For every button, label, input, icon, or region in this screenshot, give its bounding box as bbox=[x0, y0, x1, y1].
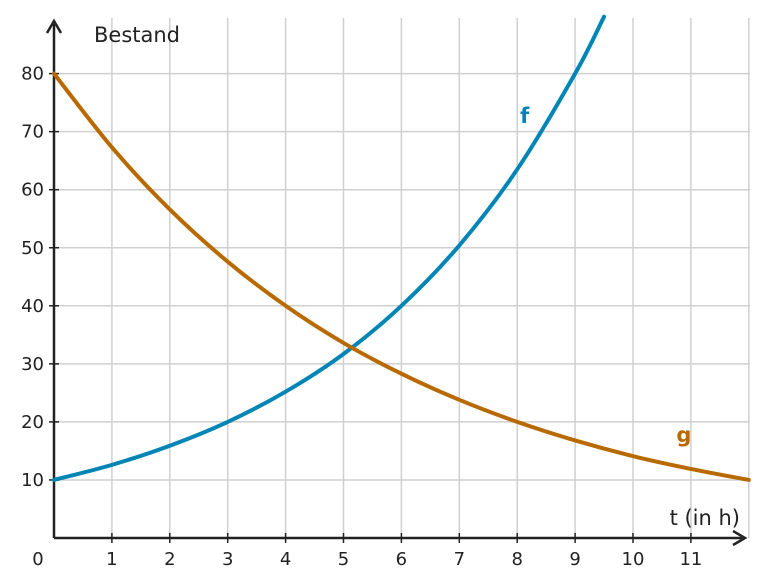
series-lines bbox=[52, 14, 751, 482]
y-tick-label: 70 bbox=[21, 122, 44, 143]
x-tick-label: 5 bbox=[338, 549, 349, 570]
tick-labels: 0 1 2 3 4 5 6 7 8 9 10 11 10 20 30 40 50 60 70 80 bbox=[21, 64, 702, 570]
x-tick-label: 0 bbox=[32, 549, 43, 570]
x-tick-label: 4 bbox=[280, 549, 291, 570]
y-tick-label: 80 bbox=[21, 64, 44, 85]
y-tick-label: 20 bbox=[21, 412, 44, 433]
y-axis-arrowhead bbox=[45, 18, 63, 34]
y-tick-label: 60 bbox=[21, 180, 44, 201]
y-tick-label: 50 bbox=[21, 238, 44, 259]
x-tick-label: 2 bbox=[164, 549, 175, 570]
x-tick-label: 9 bbox=[569, 549, 580, 570]
x-axis-title: t (in h) bbox=[670, 506, 740, 530]
x-tick-label: 11 bbox=[679, 549, 702, 570]
series-line-g bbox=[52, 71, 751, 482]
x-tick-label: 1 bbox=[106, 549, 117, 570]
x-tick-label: 10 bbox=[622, 549, 645, 570]
curve-label-f: f bbox=[520, 104, 530, 128]
curve-label-g: g bbox=[676, 423, 691, 447]
y-axis-title: Bestand bbox=[94, 23, 180, 47]
curve-labels: fg bbox=[520, 104, 691, 447]
y-tick-label: 30 bbox=[21, 354, 44, 375]
x-tick-label: 7 bbox=[454, 549, 465, 570]
series-line-f bbox=[52, 14, 607, 482]
grid bbox=[54, 18, 750, 538]
axes bbox=[45, 18, 748, 547]
y-tick-label: 10 bbox=[21, 470, 44, 491]
y-tick-label: 40 bbox=[21, 296, 44, 317]
x-axis-arrowhead bbox=[732, 529, 748, 547]
x-tick-label: 6 bbox=[396, 549, 407, 570]
x-tick-label: 3 bbox=[222, 549, 233, 570]
x-tick-label: 8 bbox=[511, 549, 522, 570]
